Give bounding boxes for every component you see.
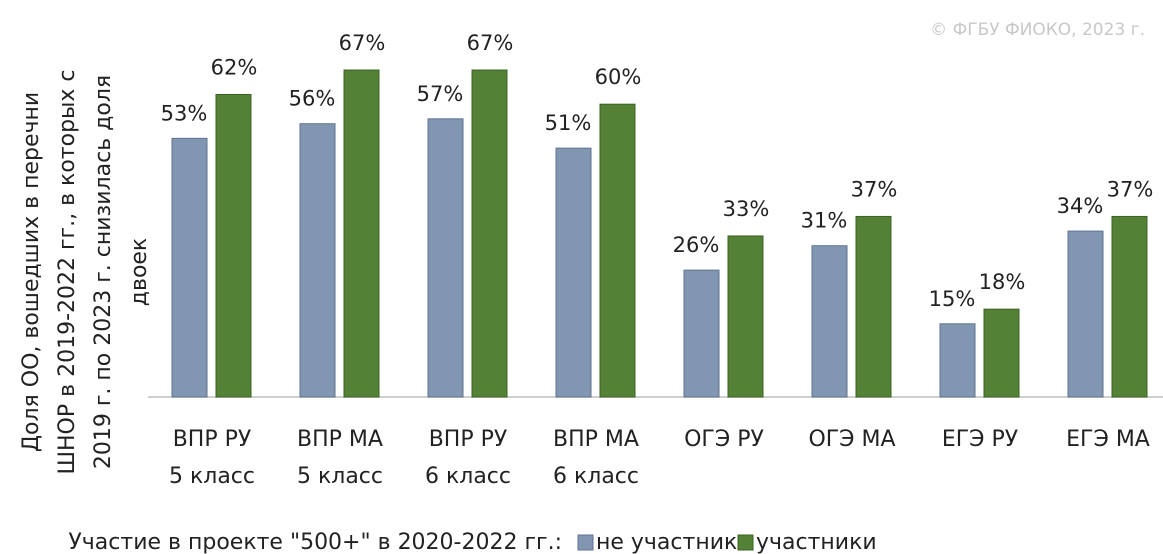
data-label: 18% [979,270,1026,294]
bar [1111,215,1148,398]
x-tick-label: ОГЭ РУ [684,427,764,452]
data-label: 51% [545,111,592,135]
legend-title: Участие в проекте "500+" в 2020-2022 гг.… [68,530,562,554]
data-label: 26% [673,233,720,257]
bar [343,69,380,398]
data-label: 37% [1107,177,1154,201]
bar [683,269,720,398]
x-tick-label: 6 класс [553,464,639,489]
data-label: 56% [289,87,336,111]
bar [855,215,892,398]
bar [171,137,208,398]
bar [1067,230,1104,398]
data-label: 34% [1057,194,1104,218]
data-label: 31% [801,209,848,233]
data-label: 37% [851,177,898,201]
x-tick-label: 5 класс [297,464,383,489]
legend-label: участники [756,530,877,554]
legend-swatch [577,534,594,551]
data-label: 60% [595,65,642,89]
bar [599,103,636,398]
x-tick-label: ЕГЭ РУ [942,427,1019,452]
bar [427,118,464,398]
x-tick-label: 5 класс [169,464,255,489]
legend-swatch [737,534,754,551]
bar [983,308,1020,398]
credit: © ФГБУ ФИОКО, 2023 г. [930,20,1145,40]
x-tick-label: ВПР РУ [173,427,252,452]
y-axis-label: ШНОР в 2019-2022 гг., в которых с [55,69,80,474]
data-label: 67% [339,31,386,55]
y-axis-label: двоек [127,238,152,306]
data-label: 57% [417,82,464,106]
legend-label: не участники [596,530,752,554]
data-label: 62% [211,55,258,79]
bar [215,93,252,398]
y-axis-label: Доля ОО, вошедших в перечни [19,92,44,452]
x-tick-label: ВПР МА [553,427,639,452]
data-label: 33% [723,197,770,221]
bar [727,235,764,398]
x-tick-label: ВПР МА [297,427,383,452]
x-tick-label: ОГЭ МА [808,427,895,452]
bar [471,69,508,398]
bar [811,245,848,398]
data-label: 53% [161,101,208,125]
bar [939,323,976,398]
bar [299,123,336,398]
x-tick-label: ВПР РУ [429,427,508,452]
bar [555,147,592,398]
x-tick-label: ЕГЭ МА [1066,427,1150,452]
x-tick-label: 6 класс [425,464,511,489]
y-axis-label: 2019 г. по 2023 г. снизилась доля [91,75,116,469]
data-label: 67% [467,31,514,55]
data-label: 15% [929,287,976,311]
